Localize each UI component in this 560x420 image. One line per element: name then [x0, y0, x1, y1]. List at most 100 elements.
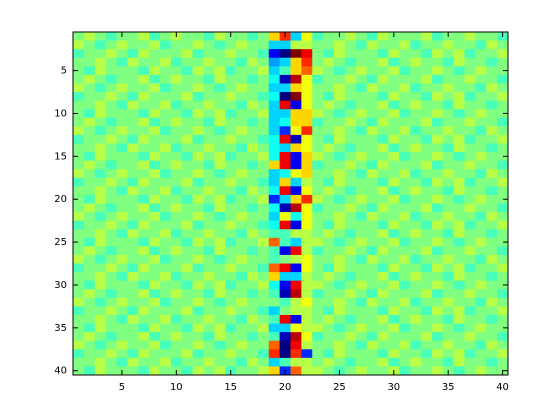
heatmap-cell	[442, 186, 455, 196]
heatmap-cell	[497, 272, 509, 282]
heatmap-cell	[127, 92, 139, 101]
heatmap-cell	[203, 194, 215, 204]
heatmap-cell	[192, 323, 204, 333]
heatmap-cell	[475, 272, 487, 282]
heatmap-cell	[431, 83, 444, 93]
heatmap-cell	[279, 74, 291, 84]
heatmap-cell	[344, 169, 357, 179]
heatmap-cell	[181, 32, 194, 41]
heatmap-cell	[105, 83, 117, 93]
heatmap-cell	[192, 220, 204, 230]
heatmap-cell	[410, 229, 422, 239]
heatmap-cell	[257, 254, 270, 264]
heatmap-cell	[464, 314, 476, 324]
heatmap-cell	[160, 366, 172, 376]
heatmap-cell	[116, 152, 128, 162]
heatmap-cell	[160, 49, 172, 59]
heatmap-cell	[138, 32, 150, 41]
heatmap-cell	[181, 280, 194, 290]
heatmap-cell	[116, 254, 128, 264]
heatmap-cell	[453, 57, 465, 67]
heatmap-cell	[301, 212, 313, 222]
heatmap-cell	[279, 117, 291, 127]
heatmap-cell	[116, 314, 128, 324]
heatmap-cell	[279, 92, 291, 101]
heatmap-cell	[312, 177, 324, 187]
y-tick-label: 40	[54, 366, 67, 377]
heatmap-cell	[116, 220, 128, 230]
heatmap-cell	[431, 152, 444, 162]
heatmap-cell	[149, 152, 161, 162]
heatmap-cell	[486, 349, 498, 359]
heatmap-cell	[388, 340, 400, 350]
heatmap-cell	[442, 100, 455, 110]
heatmap-cell	[421, 100, 433, 110]
heatmap-cell	[149, 229, 161, 239]
heatmap-cell	[225, 314, 237, 324]
heatmap-cell	[421, 57, 433, 67]
heatmap-cell	[181, 263, 194, 273]
heatmap-cell	[344, 66, 357, 76]
heatmap-cell	[442, 40, 455, 50]
heatmap-cell	[94, 32, 107, 41]
heatmap-cell	[257, 57, 270, 67]
heatmap-cell	[94, 254, 107, 264]
heatmap-cell	[105, 152, 117, 162]
heatmap-cell	[105, 289, 117, 299]
heatmap-cell	[421, 237, 433, 247]
heatmap-cell	[497, 314, 509, 324]
heatmap-cell	[203, 254, 215, 264]
heatmap-cell	[257, 74, 270, 84]
heatmap-cell	[94, 212, 107, 222]
heatmap-cell	[94, 357, 107, 367]
heatmap-cell	[236, 212, 248, 222]
heatmap-cell	[377, 280, 389, 290]
heatmap-cell	[214, 92, 226, 101]
heatmap-cell	[421, 203, 433, 213]
heatmap-cell	[214, 229, 226, 239]
heatmap-cell	[225, 134, 237, 144]
heatmap-cell	[279, 349, 291, 359]
heatmap-cell	[170, 49, 183, 59]
heatmap-cell	[344, 366, 357, 376]
heatmap-cell	[257, 272, 270, 282]
heatmap-cell	[236, 289, 248, 299]
heatmap-cell	[225, 100, 237, 110]
heatmap-cell	[83, 254, 96, 264]
heatmap-cell	[421, 152, 433, 162]
heatmap-cell	[344, 212, 357, 222]
heatmap-cell	[442, 314, 455, 324]
heatmap-cell	[105, 263, 117, 273]
x-tick-label: 35	[442, 382, 455, 393]
heatmap-cell	[94, 134, 107, 144]
heatmap-cell	[116, 83, 128, 93]
heatmap-cell	[149, 40, 161, 50]
heatmap-cell	[410, 169, 422, 179]
heatmap-cell	[442, 340, 455, 350]
heatmap-cell	[138, 66, 150, 76]
heatmap-cell	[138, 57, 150, 67]
heatmap-cell	[181, 126, 194, 136]
heatmap-cell	[73, 186, 85, 196]
heatmap-cell	[83, 229, 96, 239]
heatmap-cell	[138, 40, 150, 50]
heatmap-cell	[388, 134, 400, 144]
heatmap-cell	[334, 272, 346, 282]
heatmap-cell	[160, 229, 172, 239]
heatmap-cell	[73, 152, 85, 162]
heatmap-cell	[279, 143, 291, 153]
heatmap-cell	[257, 263, 270, 273]
heatmap-cell	[181, 349, 194, 359]
heatmap-cell	[160, 357, 172, 367]
heatmap-cell	[334, 83, 346, 93]
heatmap-cell	[442, 263, 455, 273]
heatmap-cell	[355, 366, 368, 376]
heatmap-cell	[421, 49, 433, 59]
heatmap-cell	[83, 57, 96, 67]
heatmap-cell	[464, 66, 476, 76]
heatmap-cell	[236, 280, 248, 290]
heatmap-cell	[301, 246, 313, 256]
heatmap-cell	[170, 246, 183, 256]
heatmap-cell	[312, 366, 324, 376]
heatmap-cell	[453, 220, 465, 230]
